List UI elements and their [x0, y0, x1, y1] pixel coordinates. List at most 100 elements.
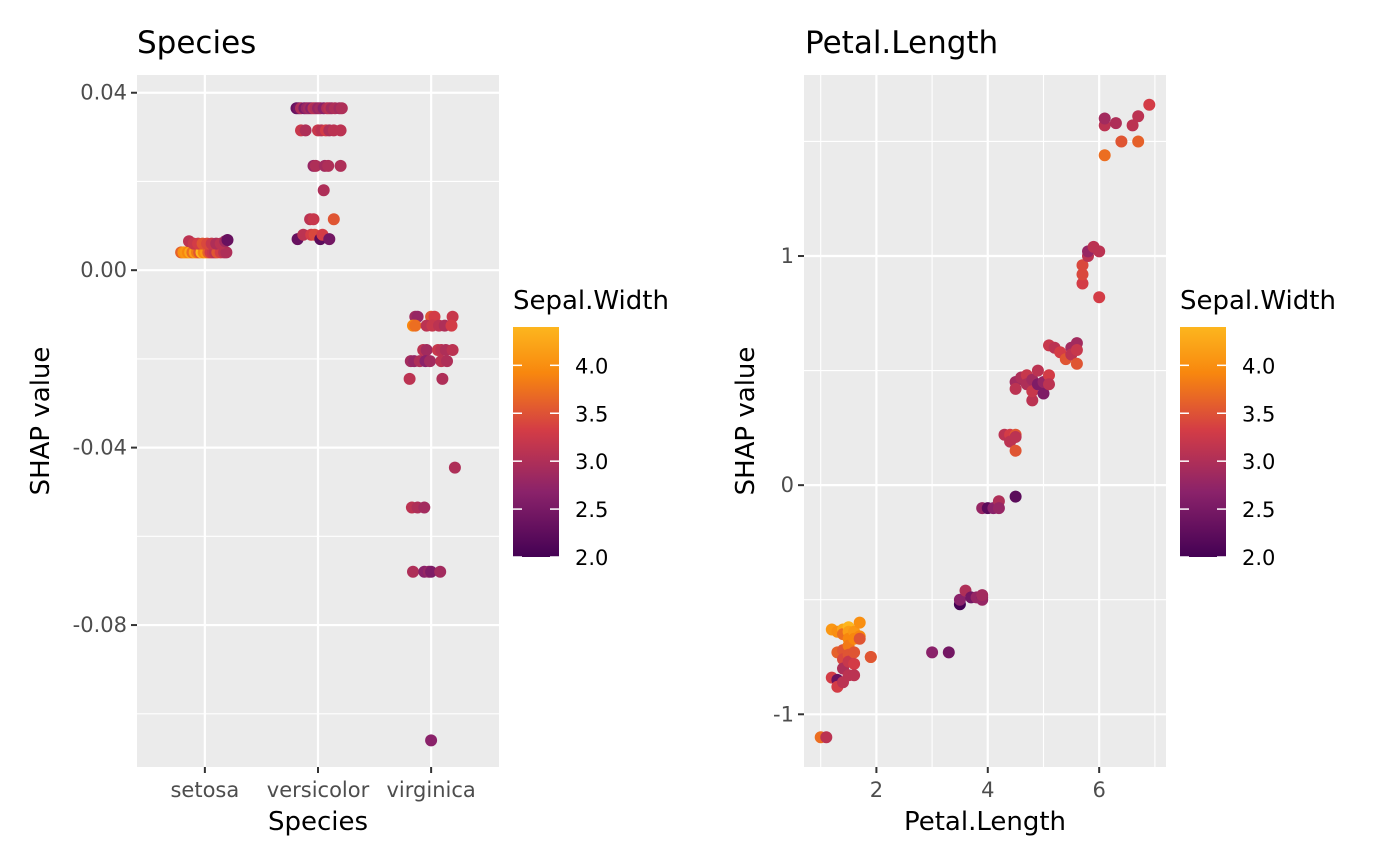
legend-tick-label: 2.0: [1242, 546, 1275, 570]
scatter-point: [322, 159, 335, 172]
legend-title: Sepal.Width: [1180, 286, 1336, 316]
legend-title: Sepal.Width: [513, 286, 669, 316]
scatter-point: [1043, 369, 1055, 382]
y-tick-label: 1: [781, 244, 794, 268]
legend-species: Sepal.Width 4.0 3.5 3.0 2.5 2.0: [513, 286, 669, 570]
x-tick-label: virginica: [387, 778, 476, 802]
y-tick-label: -1: [773, 702, 794, 726]
panel-petal-length: Petal.Length 1 0 -1 2 4 6 Petal.Length SHAP …: [731, 25, 1166, 837]
scatter-point: [425, 734, 438, 747]
scatter-point: [848, 669, 861, 682]
legend-colorbar: [513, 327, 559, 557]
scatter-point: [1132, 110, 1145, 123]
scatter-point: [334, 159, 347, 172]
x-tick-label: setosa: [170, 778, 239, 802]
legend-tick-label: 2.0: [575, 546, 608, 570]
scatter-point: [1037, 387, 1050, 400]
scatter-point: [976, 589, 989, 602]
scatter-point: [299, 124, 312, 137]
x-axis-species: setosa versicolor virginica: [170, 767, 476, 802]
y-axis-petal-length: 1 0 -1: [773, 244, 804, 726]
scatter-point: [820, 731, 833, 744]
y-tick-label: -0.04: [73, 436, 127, 460]
scatter-point: [1098, 149, 1111, 162]
y-axis-species: 0.04 0.00 -0.04 -0.08: [73, 81, 137, 637]
scatter-point: [446, 344, 459, 356]
scatter-point: [1093, 291, 1106, 304]
scatter-point: [327, 213, 340, 226]
scatter-point: [1076, 277, 1089, 290]
legend-tick-label: 3.0: [575, 450, 608, 474]
gridlines-petal-length: [804, 75, 1166, 767]
scatter-point: [1143, 98, 1156, 111]
scatter-point: [853, 632, 866, 645]
scatter-point: [1115, 135, 1128, 148]
legend-tick-label: 4.0: [1242, 354, 1275, 378]
scatter-point: [403, 372, 416, 385]
scatter-point: [1093, 245, 1106, 258]
scatter-point: [1043, 378, 1055, 391]
scatter-point: [1126, 119, 1139, 132]
scatter-point: [307, 213, 320, 226]
y-tick-label: 0.04: [80, 81, 127, 105]
legend-petal-length: Sepal.Width 4.0 3.5 3.0 2.5 2.0: [1180, 286, 1336, 570]
scatter-point: [953, 593, 966, 606]
x-tick-label: 4: [981, 778, 994, 802]
y-tick-label: 0: [781, 473, 794, 497]
scatter-point: [448, 461, 461, 474]
scatter-point: [220, 246, 233, 259]
scatter-point: [1031, 364, 1044, 377]
scatter-point: [1009, 382, 1022, 395]
scatter-point: [1070, 344, 1083, 356]
scatter-point: [436, 372, 449, 385]
y-tick-label: 0.00: [80, 258, 127, 282]
legend-ticks: 4.0 3.5 3.0 2.5 2.0: [1180, 354, 1275, 570]
scatter-point: [1026, 394, 1039, 407]
scatter-point: [445, 319, 458, 332]
scatter-point: [335, 102, 348, 115]
x-axis-title-species: Species: [268, 807, 368, 837]
y-tick-label: -0.08: [73, 613, 127, 637]
scatter-point: [1009, 431, 1022, 443]
scatter-point: [323, 233, 336, 246]
y-axis-title-petal-length: SHAP value: [731, 347, 761, 496]
scatter-point: [853, 616, 866, 629]
scatter-point: [1132, 135, 1145, 148]
x-tick-label: 2: [870, 778, 883, 802]
legend-tick-label: 3.0: [1242, 450, 1275, 474]
x-axis-petal-length: 2 4 6: [870, 767, 1106, 802]
scatter-point: [942, 646, 955, 659]
points-petal-length: [814, 98, 1156, 744]
scatter-point: [407, 565, 419, 578]
legend-tick-label: 3.5: [1242, 402, 1275, 426]
legend-tick-label: 2.5: [1242, 498, 1275, 522]
legend-tick-label: 3.5: [575, 402, 608, 426]
scatter-point: [864, 651, 877, 663]
x-tick-label: versicolor: [267, 778, 370, 802]
scatter-point: [221, 234, 234, 246]
x-tick-label: 6: [1092, 778, 1105, 802]
scatter-point: [424, 355, 436, 368]
scatter-point: [1009, 444, 1022, 457]
scatter-point: [848, 646, 861, 659]
scatter-point: [1070, 357, 1083, 370]
scatter-point: [1076, 268, 1089, 281]
scatter-point: [420, 344, 433, 356]
scatter-point: [1009, 490, 1022, 503]
legend-tick-label: 2.5: [575, 498, 608, 522]
y-axis-title-species: SHAP value: [26, 347, 56, 496]
scatter-point: [1098, 112, 1111, 125]
panel-title-species: Species: [137, 25, 256, 61]
scatter-point: [848, 657, 861, 670]
scatter-point: [446, 310, 459, 323]
plot-area-petal-length: [804, 75, 1166, 767]
scatter-point: [441, 355, 453, 368]
x-axis-title-petal-length: Petal.Length: [904, 807, 1066, 837]
legend-tick-label: 4.0: [575, 354, 608, 378]
scatter-point: [1076, 259, 1089, 272]
legend-ticks: 4.0 3.5 3.0 2.5 2.0: [513, 354, 608, 570]
gridlines-species: [137, 75, 499, 767]
scatter-point: [409, 319, 422, 332]
scatter-point: [926, 646, 939, 659]
